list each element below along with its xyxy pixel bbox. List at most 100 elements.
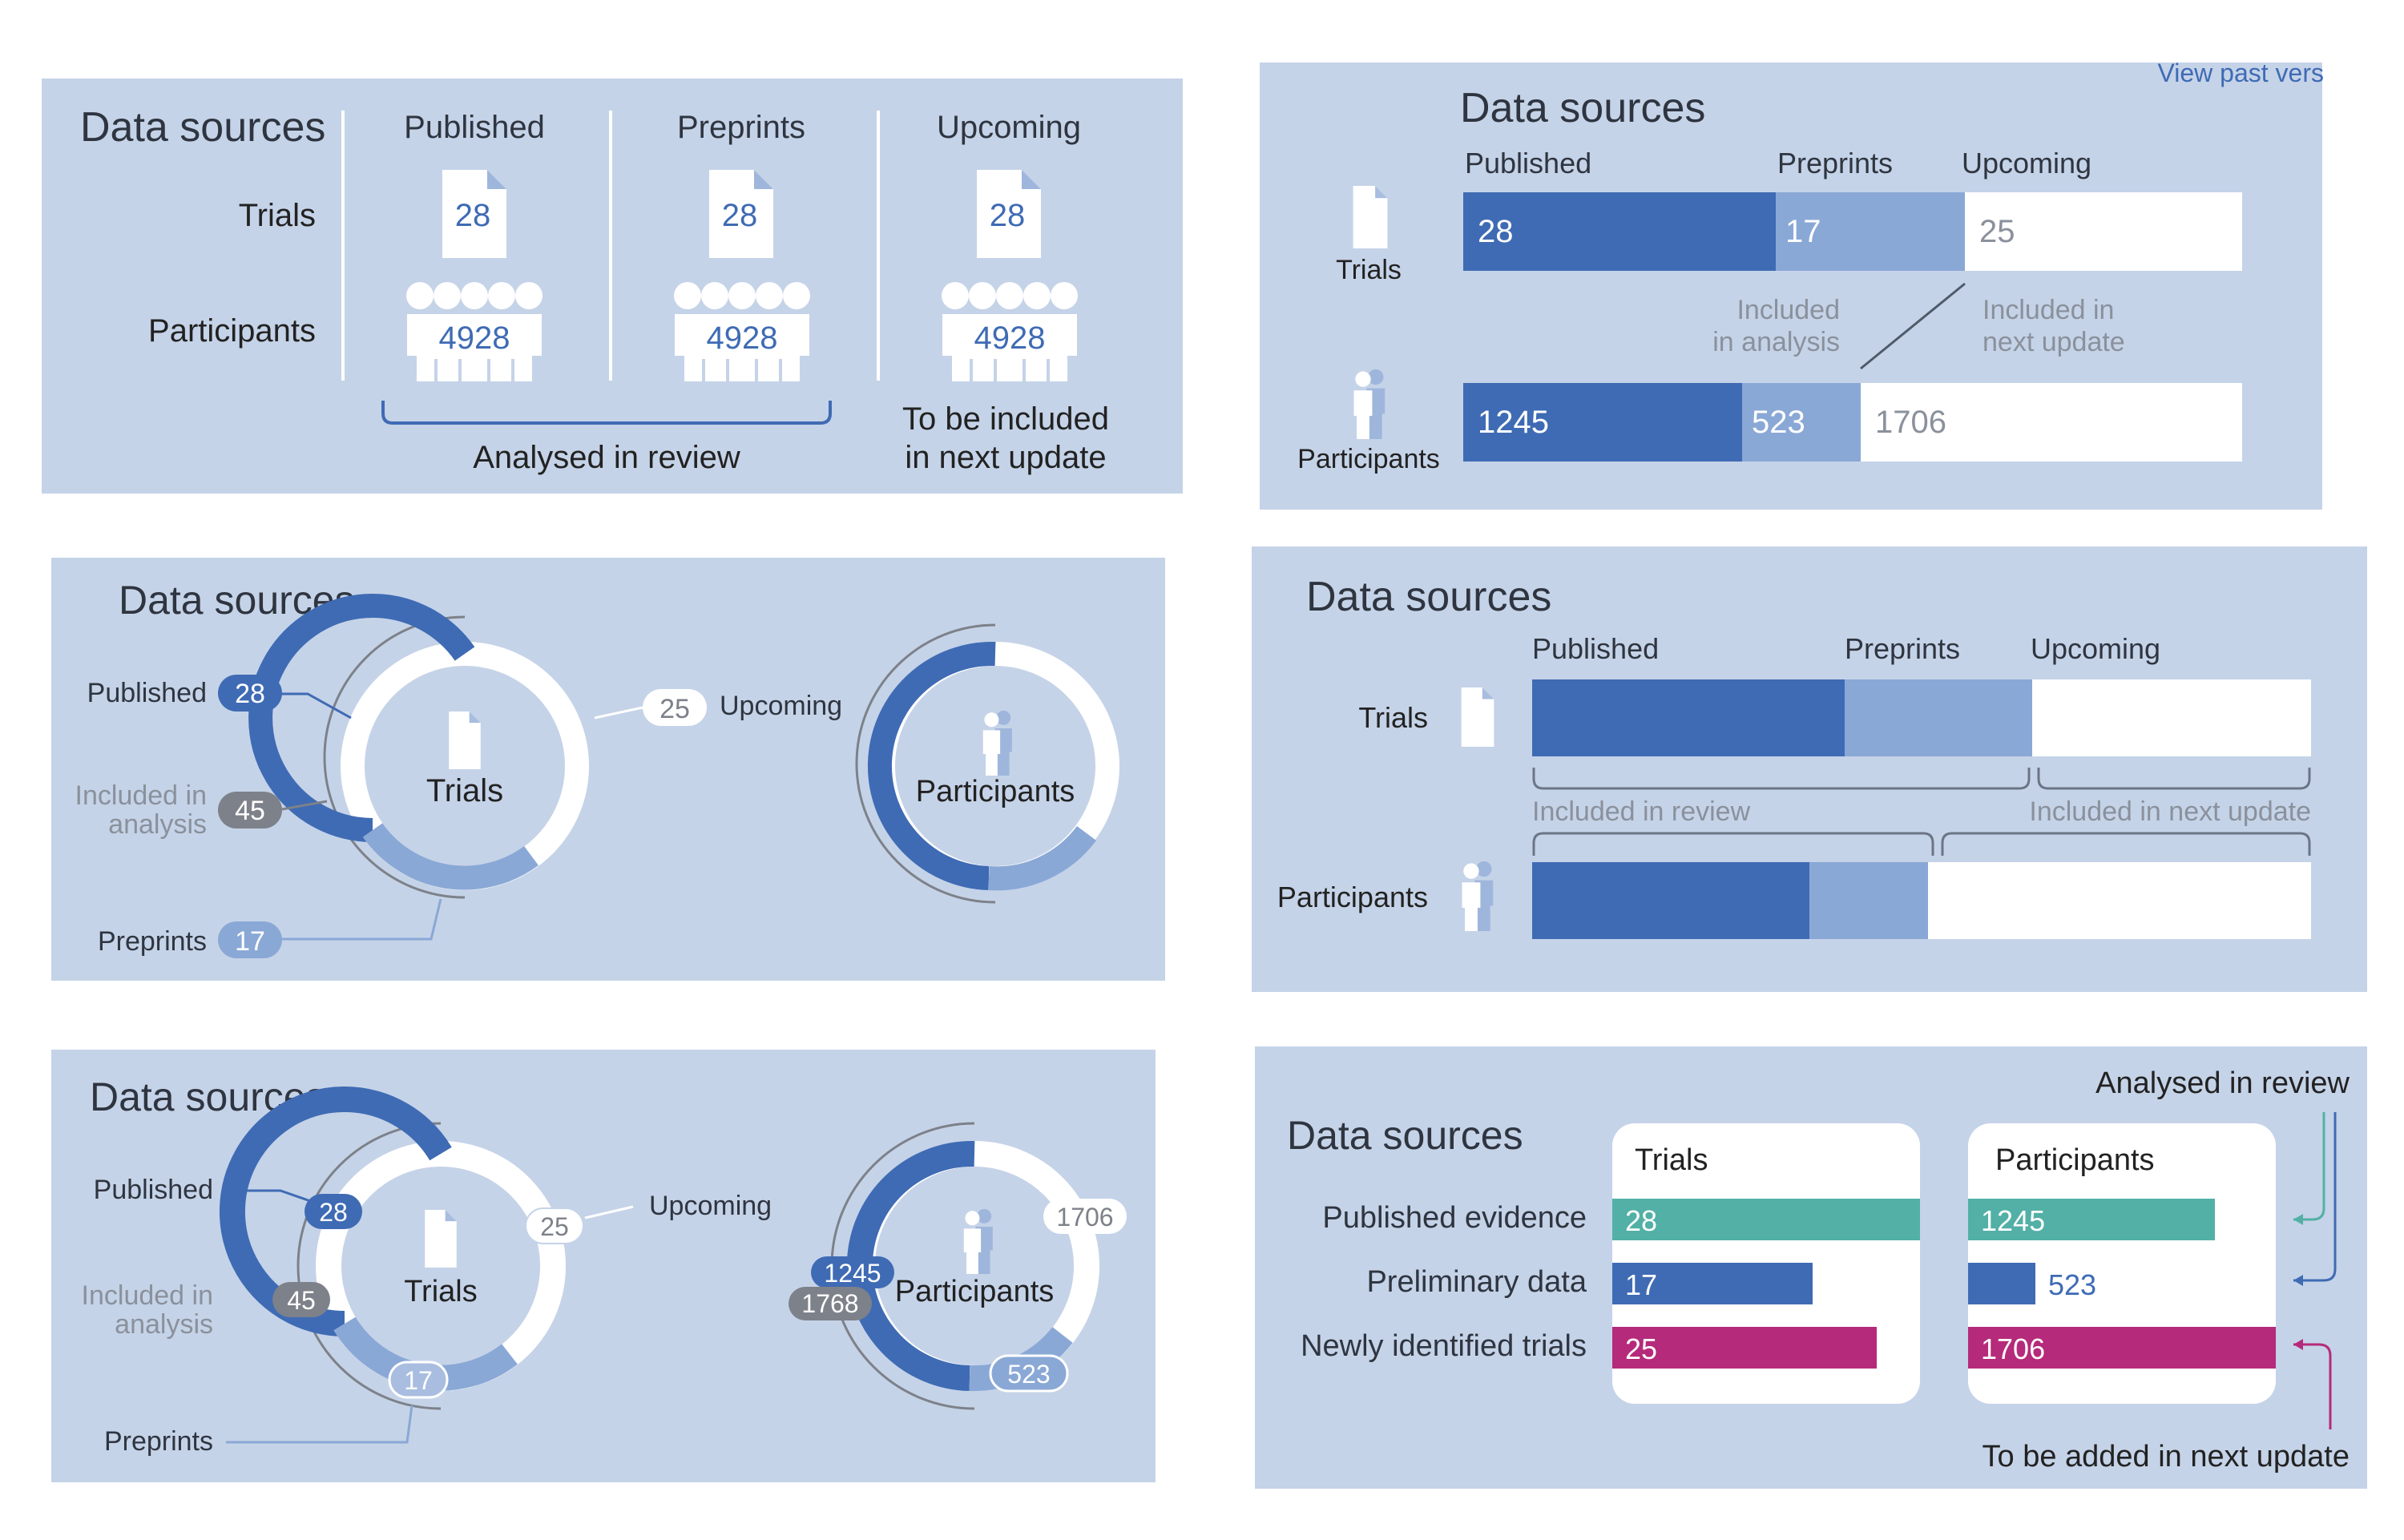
participants-preprints-value: 523 bbox=[1007, 1360, 1050, 1389]
column-header-published: Published bbox=[1465, 147, 1591, 179]
preprints-label: Preprints bbox=[104, 1426, 213, 1457]
bar-trials-upcoming bbox=[1965, 192, 2242, 271]
panel-donut-values: Data sources Trials Published 28 Include… bbox=[51, 1050, 1156, 1482]
included-next-line1: Included in bbox=[1982, 295, 2114, 325]
leader-line bbox=[224, 1189, 318, 1205]
row-label-published-evidence: Published evidence bbox=[1322, 1201, 1587, 1235]
participants-value-upcoming: 4928 bbox=[974, 320, 1046, 356]
included-pill-value: 45 bbox=[235, 796, 265, 826]
bar-participants-published bbox=[1532, 862, 1809, 939]
bar-value: 1706 bbox=[1875, 405, 1946, 440]
participants-icon bbox=[982, 710, 1012, 776]
panel-stacked-bars-brackets: Data sources Published Preprints Upcomin… bbox=[1252, 546, 2367, 992]
bar-trials-preprints bbox=[1845, 679, 2032, 756]
split-divider-line bbox=[1860, 282, 1966, 370]
panel-stacked-bars-numbers: View past vers Data sources Published Pr… bbox=[1260, 58, 2324, 510]
document-icon bbox=[449, 712, 481, 769]
panel-horizontal-bars: Analysed in review Data sources Publishe… bbox=[1255, 1046, 2367, 1489]
included-label-line2: analysis bbox=[108, 809, 207, 840]
bar-participants-preprints bbox=[1809, 862, 1928, 939]
upcoming-label: Upcoming bbox=[649, 1191, 772, 1221]
arrow-newly-identified bbox=[2293, 1343, 2332, 1429]
leader-line bbox=[282, 898, 442, 941]
panel-donut-labels: Data sources Trials Published 28 Include… bbox=[51, 558, 1165, 981]
published-pill bbox=[218, 675, 282, 712]
included-label-line1: Included in bbox=[75, 780, 207, 811]
row-label-preliminary-data: Preliminary data bbox=[1366, 1265, 1587, 1299]
published-pill bbox=[305, 1194, 362, 1229]
view-past-versions-link[interactable]: View past vers bbox=[2158, 58, 2325, 87]
trials-value-published: 28 bbox=[455, 198, 491, 233]
bracket-included-review-top bbox=[1532, 768, 2031, 790]
bar-value: 17 bbox=[1785, 214, 1821, 249]
panel-background bbox=[51, 558, 1165, 981]
published-pill-value: 28 bbox=[235, 679, 265, 709]
leader-line bbox=[594, 706, 643, 720]
panel-title: Data sources bbox=[1460, 85, 1705, 131]
published-label: Published bbox=[94, 1175, 213, 1205]
included-in-next-update-label: Included in next update bbox=[2029, 796, 2311, 827]
bar-trials-published bbox=[1463, 192, 1776, 271]
bar-participants-preliminary bbox=[1968, 1263, 2035, 1304]
published-pill-value: 28 bbox=[319, 1198, 348, 1227]
participants-upcoming-value: 1706 bbox=[1056, 1203, 1113, 1232]
donut-arc-preprints bbox=[362, 823, 538, 890]
donut-arc-published bbox=[248, 594, 475, 842]
to-be-added-label: To be added in next update bbox=[1982, 1440, 2350, 1473]
trials-value-preprints: 28 bbox=[722, 198, 758, 233]
bar-trials-upcoming bbox=[2032, 679, 2311, 756]
bar-trials-published bbox=[1532, 679, 1845, 756]
arrow-published-evidence bbox=[2293, 1112, 2325, 1221]
trials-label: Trials bbox=[1358, 701, 1428, 734]
preprints-pill-value: 17 bbox=[235, 926, 265, 957]
bar-value: 25 bbox=[1979, 214, 2015, 249]
trials-card-header: Trials bbox=[1635, 1143, 1708, 1177]
leader-line bbox=[281, 800, 328, 811]
included-outer-arc bbox=[855, 623, 996, 904]
column-header-preprints: Preprints bbox=[1845, 632, 1960, 665]
included-label-line2: analysis bbox=[115, 1309, 213, 1340]
bar-participants-upcoming bbox=[1861, 383, 2242, 462]
bar-value: 25 bbox=[1625, 1332, 1657, 1365]
included-analysis-line1: Included bbox=[1736, 295, 1840, 325]
participants-published-value: 1245 bbox=[824, 1259, 881, 1288]
document-icon bbox=[425, 1210, 457, 1268]
bar-value: 1245 bbox=[1478, 405, 1549, 440]
upcoming-pill-value: 25 bbox=[659, 694, 690, 724]
leader-line bbox=[584, 1205, 634, 1220]
preprints-label: Preprints bbox=[98, 926, 207, 957]
bracket-included-next-top bbox=[2037, 768, 2311, 790]
participants-label: Participants bbox=[1277, 881, 1428, 913]
donut-center-label: Trials bbox=[426, 773, 503, 808]
upcoming-label: Upcoming bbox=[720, 691, 842, 721]
analysed-bracket bbox=[381, 401, 832, 425]
row-label-newly-identified: Newly identified trials bbox=[1301, 1329, 1587, 1363]
leader-line bbox=[282, 692, 352, 720]
participants-icon bbox=[1353, 369, 1386, 439]
document-icon bbox=[1461, 687, 1494, 747]
arrow-preliminary-data bbox=[2293, 1112, 2337, 1282]
preprints-pill-value: 17 bbox=[404, 1366, 433, 1395]
analysed-in-review-label: Analysed in review bbox=[2095, 1066, 2350, 1100]
column-header-published: Published bbox=[1532, 632, 1659, 665]
participants-published-pill bbox=[811, 1256, 894, 1288]
trials-value-upcoming: 28 bbox=[990, 198, 1026, 233]
bracket-included-review-bottom bbox=[1532, 832, 1934, 856]
included-outer-arc bbox=[323, 615, 466, 899]
included-analysis-line2: in analysis bbox=[1712, 327, 1840, 357]
participants-preprints-pill bbox=[989, 1354, 1069, 1393]
participants-upcoming-pill bbox=[1043, 1199, 1127, 1234]
donut-center-label: Participants bbox=[916, 775, 1075, 808]
column-header-published: Published bbox=[404, 110, 545, 145]
bar-value: 28 bbox=[1625, 1204, 1657, 1237]
bar-trials-preliminary bbox=[1612, 1263, 1813, 1304]
column-header-upcoming: Upcoming bbox=[1962, 147, 2091, 179]
row-label-trials: Trials bbox=[239, 198, 316, 233]
participants-included-value: 1768 bbox=[801, 1289, 858, 1318]
bar-participants-upcoming bbox=[1928, 862, 2311, 939]
bar-value: 1706 bbox=[1981, 1332, 2045, 1365]
row-label-participants: Participants bbox=[148, 313, 316, 349]
included-pill bbox=[272, 1282, 330, 1317]
analysed-in-review-label: Analysed in review bbox=[473, 440, 740, 475]
